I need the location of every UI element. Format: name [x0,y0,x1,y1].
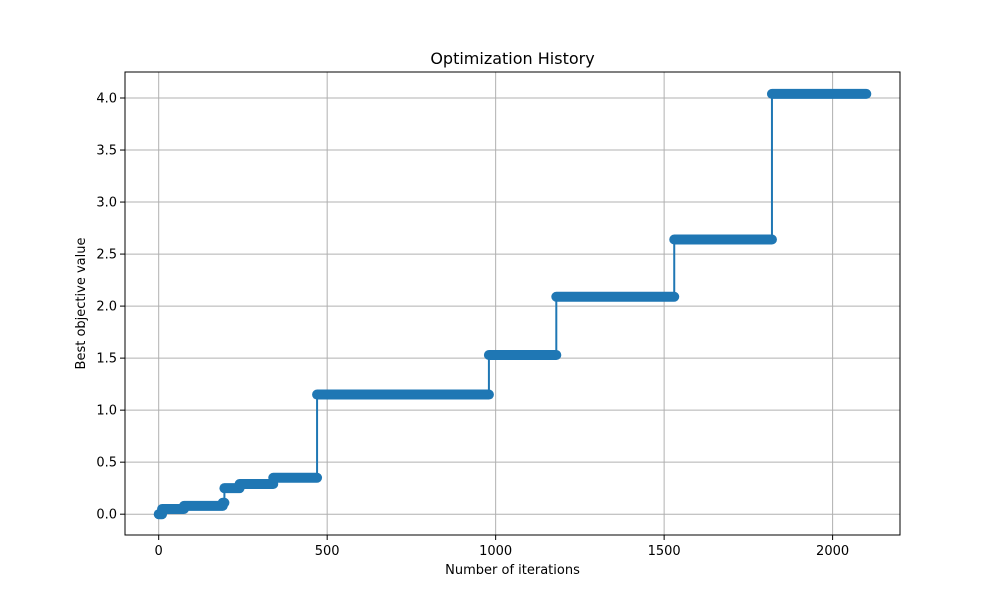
x-tick-label: 0 [155,544,163,559]
x-tick-label: 500 [315,544,340,559]
chart-title: Optimization History [430,49,594,68]
y-tick-label: 2.0 [96,300,117,315]
grid-lines [125,72,900,535]
x-axis-label: Number of iterations [445,563,580,578]
x-tick-label: 2000 [816,544,849,559]
x-tick-label: 1000 [479,544,512,559]
plot-frame [124,71,901,536]
x-tick-label: 1500 [648,544,681,559]
y-tick-label: 0.0 [96,508,117,523]
y-tick-label: 3.5 [96,144,117,159]
y-axis-label: Best objective value [74,238,89,370]
y-tick-label: 2.5 [96,248,117,263]
y-tick-label: 4.0 [96,92,117,107]
y-tick-label: 1.0 [96,404,117,419]
y-tick-label: 3.0 [96,196,117,211]
y-tick-label: 1.5 [96,352,117,367]
data-series [153,88,872,520]
y-tick-label: 0.5 [96,456,117,471]
axis-ticks: 0 500 1000 1500 2000 0.0 0.5 1.0 1.5 2.0 2.5 3.0 3.5… [96,92,849,559]
